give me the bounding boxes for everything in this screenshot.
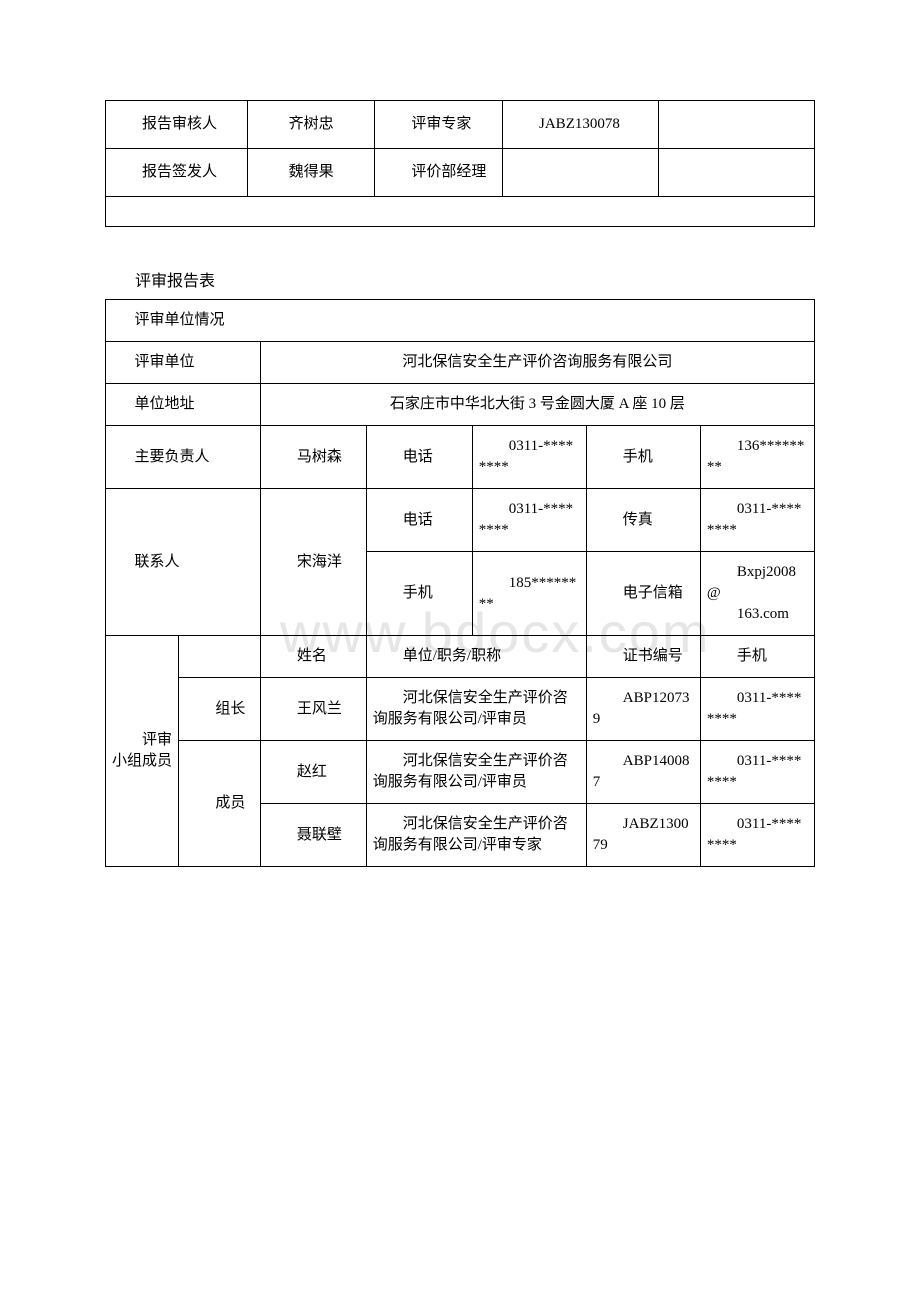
cell-label: 报告签发人 (106, 149, 248, 197)
cell-value: 0311-******** (700, 678, 814, 741)
cell-label: 评价部经理 (375, 149, 503, 197)
review-report-table: 评审单位情况 评审单位 河北保信安全生产评价咨询服务有限公司 单位地址 石家庄市… (105, 299, 815, 867)
table-row: 单位地址 石家庄市中华北大街 3 号金圆大厦 A 座 10 层 (106, 384, 815, 426)
cell-label: 电话 (366, 426, 472, 489)
cell-label: 主要负责人 (106, 426, 261, 489)
cell-label: 手机 (366, 552, 472, 636)
cell-value: 石家庄市中华北大街 3 号金圆大厦 A 座 10 层 (260, 384, 814, 426)
role-member: 成员 (179, 741, 260, 867)
cell-empty (658, 101, 814, 149)
cell-label: 评审专家 (375, 101, 503, 149)
cell-empty (106, 197, 815, 227)
section-header: 评审单位情况 (106, 300, 815, 342)
cell-value: JABZ130079 (586, 804, 700, 867)
table-caption: 评审报告表 (135, 267, 815, 291)
cell-value (503, 149, 659, 197)
cell-label: 评审单位 (106, 342, 261, 384)
table-row: 报告审核人 齐树忠 评审专家 JABZ130078 (106, 101, 815, 149)
cell-value: 185******** (472, 552, 586, 636)
cell-empty (179, 636, 260, 678)
cell-value: JABZ130078 (503, 101, 659, 149)
cell-value: 魏得果 (247, 149, 375, 197)
cell-value: 0311-******** (472, 426, 586, 489)
cell-value: ABP120739 (586, 678, 700, 741)
cell-label: 报告审核人 (106, 101, 248, 149)
cell-value: 河北保信安全生产评价咨询服务有限公司 (260, 342, 814, 384)
table-row: 报告签发人 魏得果 评价部经理 (106, 149, 815, 197)
cell-value: 聂联壁 (260, 804, 366, 867)
cell-header: 单位/职务/职称 (366, 636, 586, 678)
role-lead: 组长 (179, 678, 260, 741)
cell-value: 赵红 (260, 741, 366, 804)
table-row: 评审单位 河北保信安全生产评价咨询服务有限公司 (106, 342, 815, 384)
table-row: 联系人 宋海洋 电话 0311-******** 传真 0311-*******… (106, 489, 815, 552)
cell-label: 联系人 (106, 489, 261, 636)
table-row: 评审单位情况 (106, 300, 815, 342)
cell-value: 0311-******** (472, 489, 586, 552)
table-row-empty (106, 197, 815, 227)
cell-value: 0311-******** (700, 489, 814, 552)
table-row: 主要负责人 马树森 电话 0311-******** 手机 136*******… (106, 426, 815, 489)
cell-value: 宋海洋 (260, 489, 366, 636)
cell-value: Bxpj2008@ 163.com (700, 552, 814, 636)
cell-value: 王风兰 (260, 678, 366, 741)
cell-value: 136******** (700, 426, 814, 489)
table-row: 组长 王风兰 河北保信安全生产评价咨询服务有限公司/评审员 ABP120739 … (106, 678, 815, 741)
cell-value: ABP140087 (586, 741, 700, 804)
cell-header: 手机 (700, 636, 814, 678)
cell-value: 马树森 (260, 426, 366, 489)
cell-empty (658, 149, 814, 197)
cell-label: 单位地址 (106, 384, 261, 426)
cell-value: 齐树忠 (247, 101, 375, 149)
cell-value: 河北保信安全生产评价咨询服务有限公司/评审专家 (366, 804, 586, 867)
top-table: 报告审核人 齐树忠 评审专家 JABZ130078 报告签发人 魏得果 评价部经… (105, 100, 815, 227)
cell-value: 河北保信安全生产评价咨询服务有限公司/评审员 (366, 741, 586, 804)
cell-label: 传真 (586, 489, 700, 552)
cell-label: 电子信箱 (586, 552, 700, 636)
cell-header: 姓名 (260, 636, 366, 678)
cell-value: 0311-******** (700, 741, 814, 804)
cell-value: 河北保信安全生产评价咨询服务有限公司/评审员 (366, 678, 586, 741)
page-container: 报告审核人 齐树忠 评审专家 JABZ130078 报告签发人 魏得果 评价部经… (0, 0, 920, 927)
cell-value: 0311-******** (700, 804, 814, 867)
table-row: 评审小组成员 姓名 单位/职务/职称 证书编号 手机 (106, 636, 815, 678)
group-label: 评审小组成员 (106, 636, 179, 867)
table-row: 成员 赵红 河北保信安全生产评价咨询服务有限公司/评审员 ABP140087 0… (106, 741, 815, 804)
cell-label: 手机 (586, 426, 700, 489)
cell-label: 电话 (366, 489, 472, 552)
cell-header: 证书编号 (586, 636, 700, 678)
